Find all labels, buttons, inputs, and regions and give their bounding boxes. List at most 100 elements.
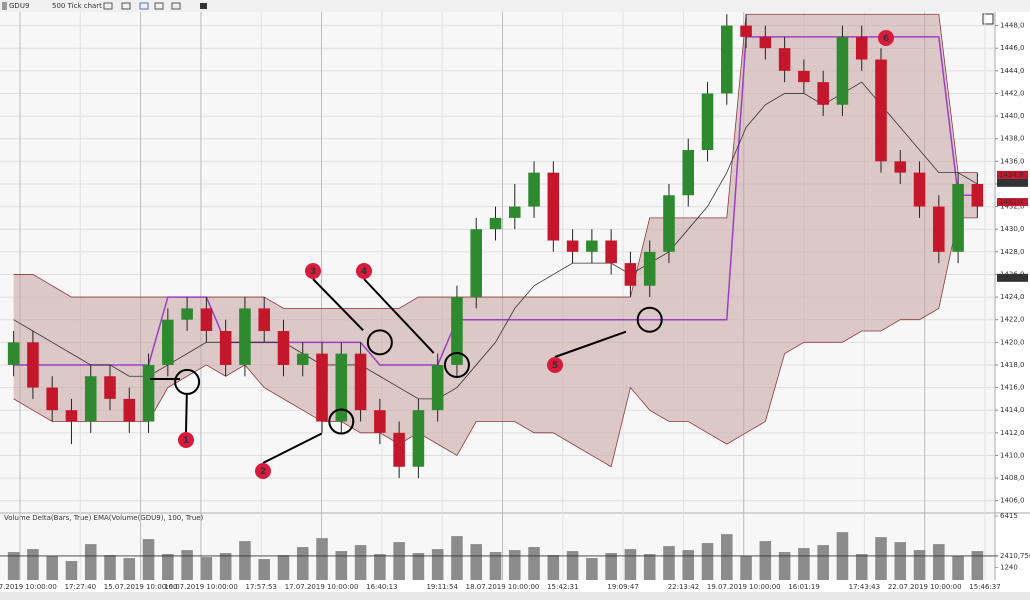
candle-body (65, 410, 78, 422)
tool-icon[interactable] (139, 2, 149, 10)
candle-body (162, 319, 174, 365)
candle-body (508, 206, 521, 218)
price-tag-label: 1434,1 (999, 179, 1024, 187)
annotation-circle (328, 408, 355, 435)
volume-bar (624, 549, 637, 580)
symbol[interactable]: GDU9 (9, 2, 29, 10)
annotation-badge (178, 432, 194, 448)
volume-bar (335, 551, 348, 580)
candle-body (84, 376, 97, 422)
volume-bar (316, 538, 328, 580)
volume-bar (701, 543, 714, 580)
candle-body (855, 36, 868, 60)
x-tick-label: 12.07.2019 10:00:00 (0, 583, 57, 591)
x-tick-label: 16.07.2019 10:00:00 (164, 583, 238, 591)
toolbar (0, 0, 1030, 12)
level-line (13, 36, 978, 366)
y-tick-label: 1428,0 (1000, 248, 1025, 256)
tool-icon[interactable] (200, 3, 207, 9)
volume-bar (142, 539, 155, 580)
x-tick-label: 17.07.2019 10:00:00 (285, 583, 359, 591)
cloud-fill (13, 14, 978, 467)
candle-body (817, 82, 829, 105)
candle-body (778, 48, 791, 71)
volume-bar (431, 549, 444, 580)
annotation-circle (636, 306, 663, 333)
volume-bar (875, 537, 887, 580)
candle-body (7, 342, 20, 365)
candle-body (605, 240, 617, 264)
volume-bar (84, 544, 97, 580)
candle-body (451, 297, 463, 365)
volume-bar (123, 558, 136, 580)
scrollbar[interactable] (0, 592, 1030, 600)
volume-tick-label: 6415 (1000, 512, 1018, 520)
candle-body (374, 410, 386, 433)
annotation-label: 4 (361, 267, 367, 277)
annotation-arrow (363, 278, 435, 354)
tool-icon[interactable] (171, 2, 181, 10)
volume-bar (181, 550, 193, 580)
volume-bar (258, 559, 270, 580)
price-tag-label: 1425,7 (999, 274, 1024, 282)
candle-body (682, 150, 695, 196)
candle-body (104, 376, 116, 399)
candle-body (239, 308, 251, 365)
annotation-circle (174, 368, 201, 395)
candle-body (219, 331, 232, 365)
candle-body (933, 206, 945, 252)
volume-bar (682, 550, 695, 580)
candle-body (952, 183, 964, 252)
marks: 1406,01408,01410,01412,01414,01416,01418… (0, 12, 1030, 591)
candle-body (798, 70, 810, 83)
y-tick-label: 1408,0 (1000, 474, 1025, 482)
y-tick-label: 1444,0 (1000, 67, 1025, 75)
scroll-end-button[interactable] (982, 13, 994, 25)
volume-bar (219, 553, 232, 580)
candle-body (894, 161, 907, 173)
price-tag (997, 170, 1028, 179)
annotation-label: 3 (310, 267, 316, 277)
y-tick-label: 1416,0 (1000, 384, 1025, 392)
volume-bar (952, 556, 964, 580)
volume-bar (354, 545, 367, 580)
x-tick-label: 16:01:19 (788, 583, 819, 591)
volume-title: Volume Delta(Bars, True) EMA(Volume(GDU9… (4, 514, 204, 522)
y-tick-label: 1430,0 (1000, 225, 1025, 233)
volume-bar (296, 547, 309, 580)
volume-bar (643, 554, 656, 580)
annotation-label: 5 (552, 361, 558, 371)
annotation-arrow (185, 393, 188, 433)
volume-bar (470, 544, 483, 580)
volume-bar (65, 561, 78, 580)
menu-icon[interactable] (2, 2, 7, 10)
x-tick-label: 22.07.2019 10:00:00 (888, 583, 962, 591)
volume-bar (489, 552, 502, 580)
annotation-arrow (312, 278, 364, 332)
y-tick-label: 1436,0 (1000, 157, 1025, 165)
candle-body (836, 36, 849, 105)
candle-body (277, 331, 290, 365)
candle-body (142, 364, 155, 422)
candle-body (393, 432, 405, 467)
volume-tick-label: 2410,756 (1000, 552, 1030, 560)
timeframe[interactable]: 500 Tick chart (52, 2, 102, 10)
volume-bar (412, 553, 425, 580)
volume-bar (913, 550, 926, 580)
x-tick-label: 15:42:31 (547, 583, 578, 591)
candle-body (875, 59, 887, 162)
tool-icon[interactable] (121, 2, 131, 10)
volume-bar (778, 552, 791, 580)
candle-body (181, 308, 193, 320)
y-tick-label: 1440,0 (1000, 112, 1025, 120)
volume-tick-label: 1240 (1000, 564, 1018, 572)
x-tick-label: 17:27:40 (65, 583, 96, 591)
volume-bar (740, 556, 752, 580)
tool-icon[interactable] (103, 2, 113, 10)
annotation-circle (443, 351, 470, 378)
annotation-arrow (554, 330, 627, 358)
tool-icon[interactable] (154, 2, 164, 10)
volume-bar (817, 545, 829, 580)
x-tick-label: 16:40:13 (366, 583, 397, 591)
